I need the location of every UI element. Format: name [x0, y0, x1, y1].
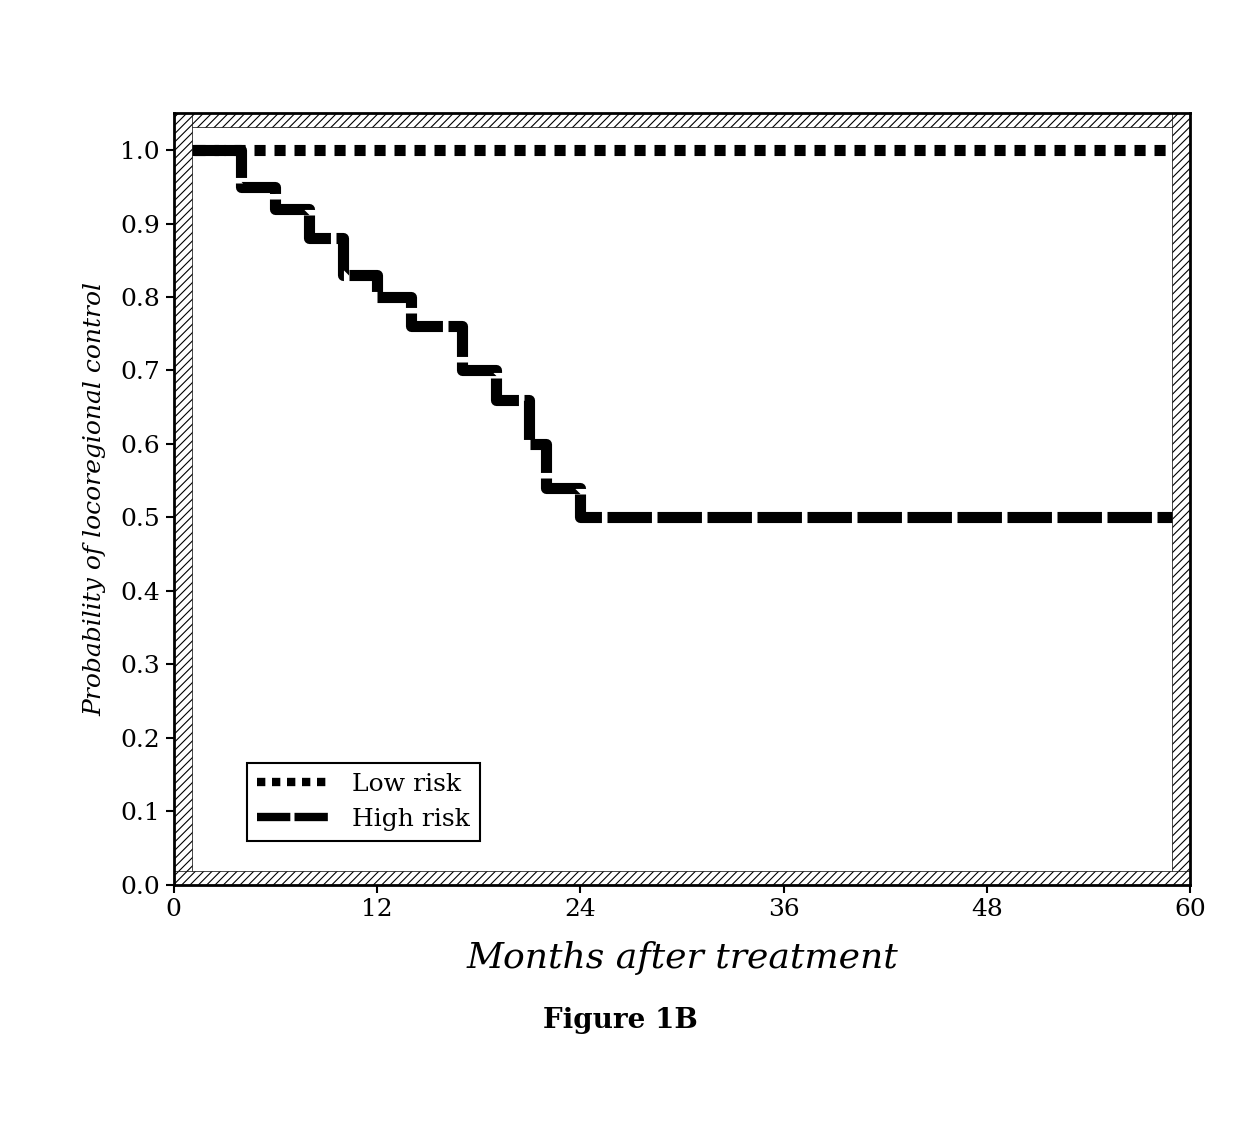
Legend: Low risk, High risk: Low risk, High risk [247, 763, 480, 841]
X-axis label: Months after treatment: Months after treatment [466, 941, 898, 975]
Bar [174, 871, 1190, 885]
Bar [174, 113, 1190, 127]
Bar [1172, 113, 1190, 885]
Text: Figure 1B: Figure 1B [543, 1007, 697, 1034]
Bar [174, 113, 192, 885]
Y-axis label: Probability of locoregional control: Probability of locoregional control [83, 282, 107, 716]
